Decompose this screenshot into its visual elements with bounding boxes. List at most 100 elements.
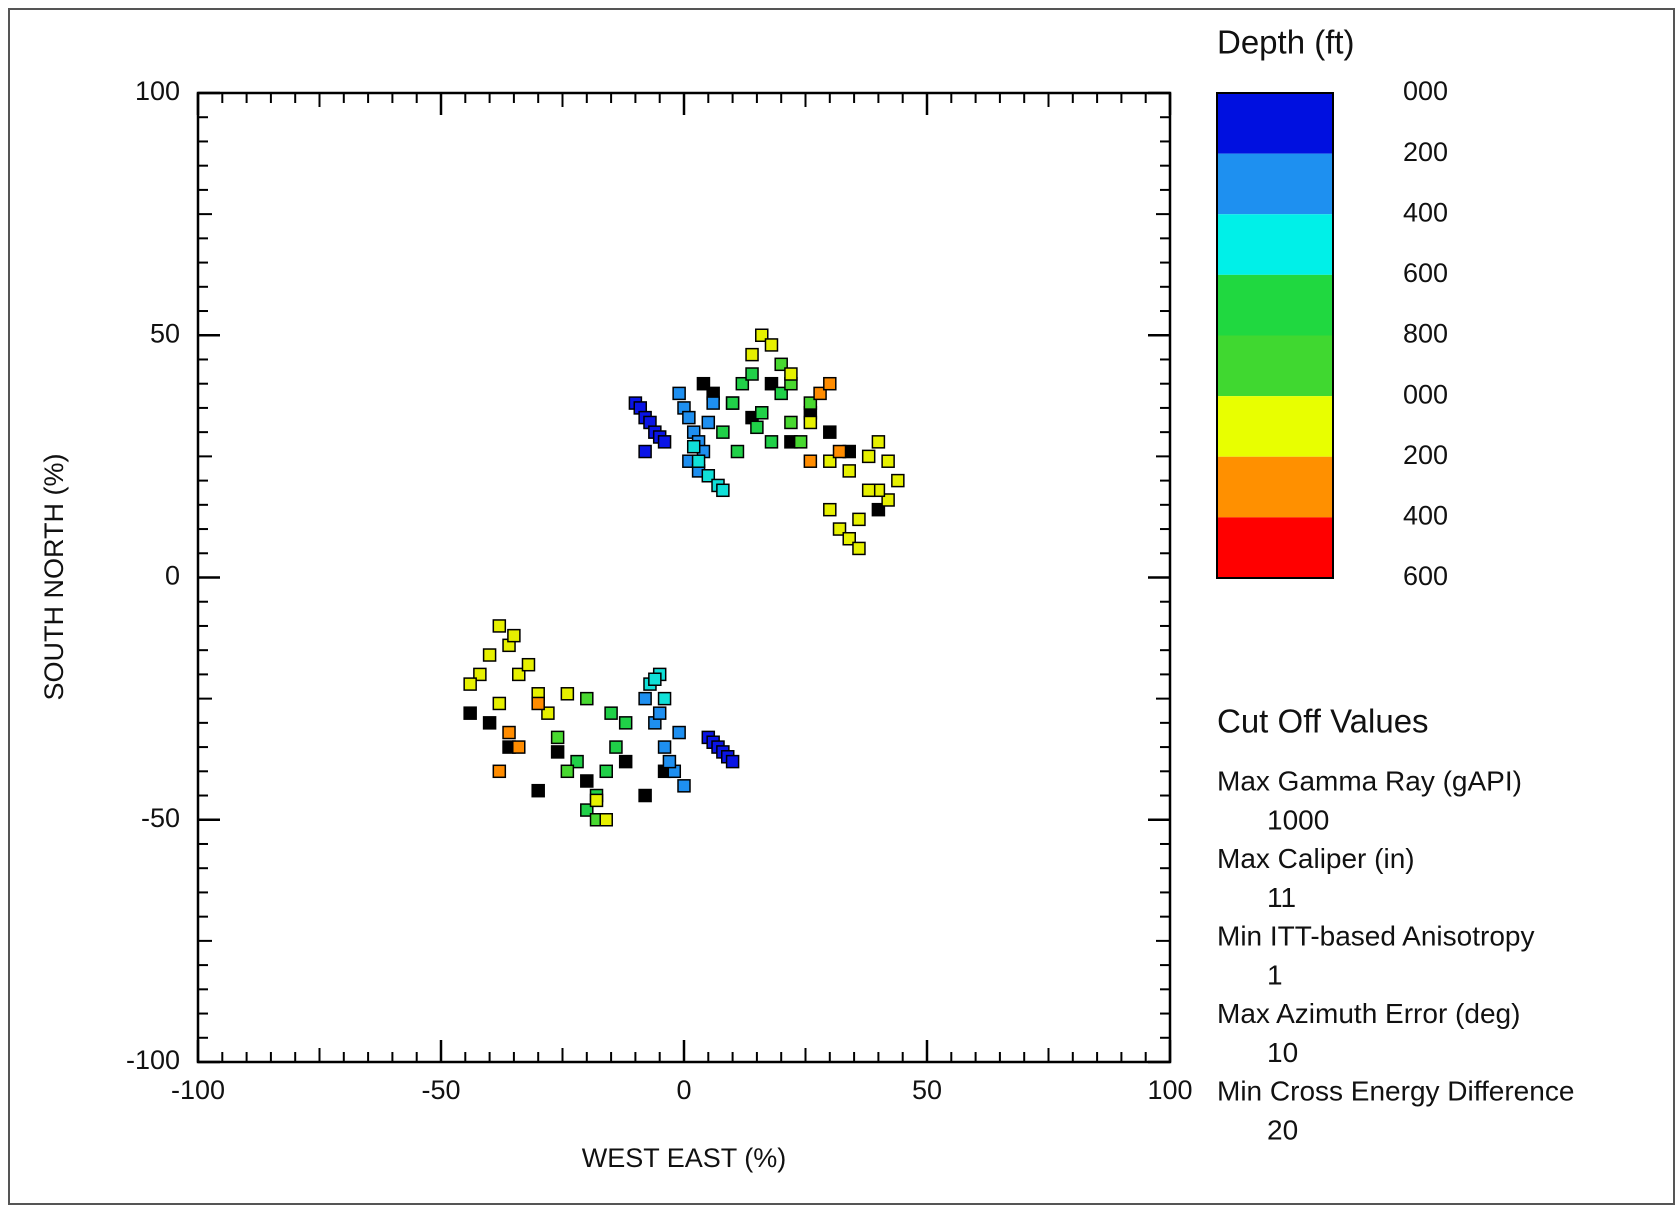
point <box>823 376 837 391</box>
colorbar-label: 600 <box>1403 561 1448 591</box>
x-tick-label: -100 <box>171 1075 225 1105</box>
frame <box>8 8 1675 1205</box>
y-tick-label: 50 <box>150 318 180 348</box>
y-axis-title: SOUTH NORTH (%) <box>39 454 69 701</box>
colorbar-label: 600 <box>1403 258 1448 288</box>
point <box>832 444 847 459</box>
point <box>657 740 672 754</box>
point <box>891 473 905 488</box>
point <box>589 793 604 808</box>
colorbar-segment <box>1217 153 1333 215</box>
point <box>716 425 730 439</box>
cutoff-value: 20 <box>1267 1114 1298 1145</box>
colorbar-label: 800 <box>1403 319 1448 349</box>
colorbar-label: 000 <box>1403 379 1448 409</box>
point <box>803 454 818 468</box>
cutoff-label: Max Azimuth Error (deg) <box>1217 998 1520 1029</box>
point <box>842 464 856 478</box>
point <box>852 512 866 527</box>
point <box>750 420 764 435</box>
cutoff-value: 10 <box>1267 1037 1298 1068</box>
point <box>560 687 575 701</box>
colorbar-segment <box>1217 214 1333 275</box>
point <box>730 444 745 459</box>
x-tick-label: 100 <box>1147 1075 1192 1105</box>
cutoff-value: 11 <box>1267 882 1296 913</box>
cutoff-value: 1000 <box>1267 804 1329 835</box>
colorbar-segment <box>1217 335 1333 397</box>
point <box>725 754 740 769</box>
colorbar-label: 400 <box>1403 501 1448 531</box>
point <box>871 435 886 449</box>
y-tick-label: 100 <box>135 76 180 106</box>
point <box>755 406 769 420</box>
point <box>521 657 536 672</box>
colorbar-segment <box>1217 517 1333 578</box>
colorbar-segment <box>1217 93 1333 154</box>
point <box>706 396 720 410</box>
point <box>550 745 565 759</box>
point <box>531 783 545 798</box>
colorbar-title: Depth (ft) <box>1217 24 1355 61</box>
point <box>502 725 516 740</box>
point <box>823 502 837 517</box>
point <box>507 628 521 643</box>
point <box>492 619 507 633</box>
colorbar-border <box>1216 92 1334 579</box>
point <box>662 754 677 769</box>
point <box>492 764 507 779</box>
point <box>861 449 876 464</box>
point <box>599 764 613 779</box>
colorbar-segment <box>1217 274 1333 336</box>
point <box>691 454 706 468</box>
point <box>823 425 837 439</box>
cutoff-label: Max Gamma Ray (gAPI) <box>1217 765 1522 796</box>
point <box>803 415 818 430</box>
point <box>618 754 633 769</box>
colorbar-label: 000 <box>1403 76 1448 106</box>
point <box>657 435 672 449</box>
cutoff-label: Min Cross Energy Difference <box>1217 1075 1574 1106</box>
point <box>604 706 618 720</box>
point <box>745 367 759 381</box>
x-tick-label: -50 <box>421 1075 460 1105</box>
point <box>793 435 808 449</box>
point <box>716 483 730 498</box>
point <box>638 691 652 706</box>
point <box>560 764 575 779</box>
cutoff-label: Min ITT-based Anisotropy <box>1217 920 1534 951</box>
point <box>764 338 779 352</box>
point <box>686 439 701 454</box>
point <box>531 696 545 711</box>
point <box>638 444 652 459</box>
point <box>745 347 759 362</box>
cutoff-value: 1 <box>1267 959 1283 990</box>
point <box>852 541 866 556</box>
point <box>725 396 740 410</box>
point <box>701 415 716 430</box>
plot-border <box>196 91 1172 1064</box>
point <box>764 435 779 449</box>
point <box>652 706 667 720</box>
point <box>463 706 477 720</box>
point <box>657 691 672 706</box>
point <box>482 716 497 730</box>
point <box>861 483 876 498</box>
y-tick-label: -100 <box>126 1045 180 1075</box>
point <box>682 410 696 425</box>
colorbar-segment <box>1217 396 1333 457</box>
point <box>550 730 565 745</box>
point <box>648 672 662 686</box>
point <box>599 813 613 827</box>
point <box>492 696 507 711</box>
colorbar-label: 200 <box>1403 440 1448 470</box>
point <box>618 716 633 730</box>
point <box>784 367 798 381</box>
colorbar-segment <box>1217 456 1333 518</box>
point <box>512 740 526 754</box>
point <box>580 691 594 706</box>
colorbar-label: 200 <box>1403 137 1448 167</box>
point <box>609 740 623 754</box>
cutoff-title: Cut Off Values <box>1217 703 1429 740</box>
